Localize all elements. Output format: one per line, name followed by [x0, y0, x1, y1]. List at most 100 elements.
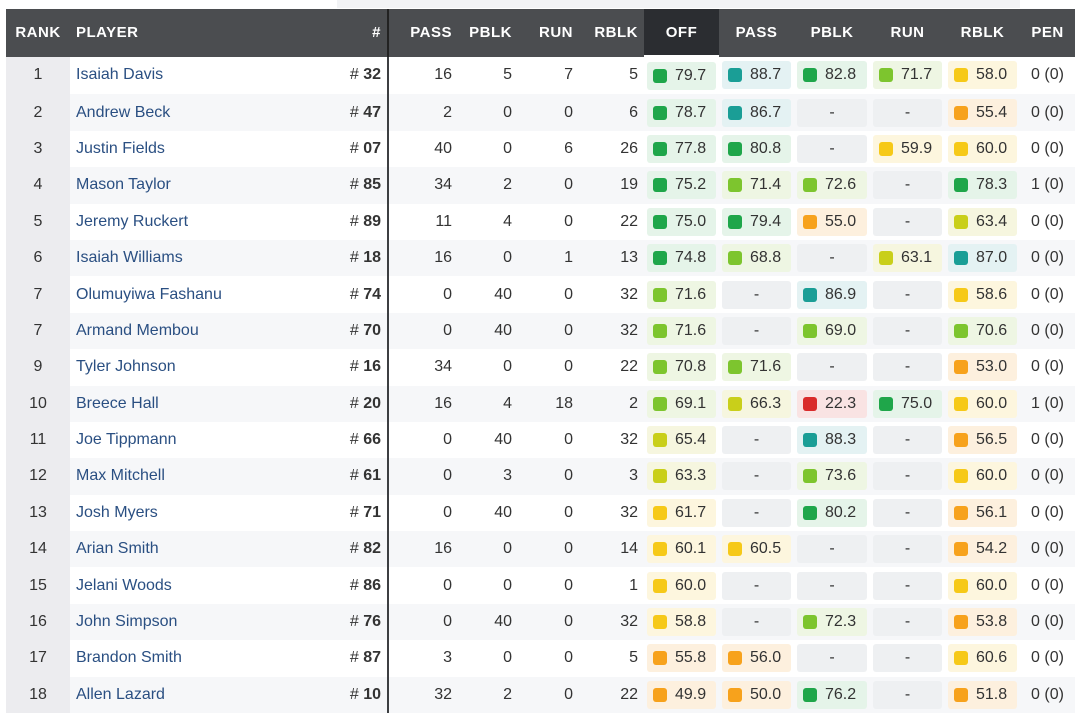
grade-value: 22.3 [825, 395, 861, 413]
rblk-grade-cell: 87.0 [945, 240, 1020, 276]
col-header-pass-snaps[interactable]: PASS [388, 9, 458, 57]
pass-grade-cell: - [719, 313, 794, 349]
grade-value: 56.1 [976, 504, 1011, 522]
hash-symbol: # [350, 140, 363, 157]
grade-chip: 71.4 [722, 171, 791, 199]
player-name-link[interactable]: Armand Membou [70, 313, 260, 349]
run-snaps-cell: 0 [518, 567, 579, 603]
off-grade-cell: 61.7 [644, 495, 719, 531]
player-name-link[interactable]: Tyler Johnson [70, 349, 260, 385]
run-snaps-cell: 0 [518, 677, 579, 713]
player-name-link[interactable]: Olumuyiwa Fashanu [70, 276, 260, 312]
col-header-run-grade[interactable]: RUN [870, 9, 945, 57]
hash-symbol: # [350, 467, 363, 484]
grade-value: 60.0 [976, 140, 1011, 158]
grade-chip: 56.0 [722, 644, 791, 672]
off-grade-cell: 58.8 [644, 604, 719, 640]
player-name-link[interactable]: Allen Lazard [70, 677, 260, 713]
grade-color-square-icon [954, 615, 968, 629]
rblk-snaps-cell: 14 [579, 531, 644, 567]
grade-chip: 75.0 [647, 208, 716, 236]
grade-color-square-icon [728, 106, 742, 120]
col-header-player[interactable]: PLAYER [70, 9, 260, 57]
grade-value: 71.6 [675, 286, 710, 304]
rank-cell: 15 [6, 567, 70, 603]
player-name-link[interactable]: Joe Tippmann [70, 422, 260, 458]
grade-chip: 69.1 [647, 390, 716, 418]
grade-chip: 65.4 [647, 426, 716, 454]
player-name-link[interactable]: Jeremy Ruckert [70, 204, 260, 240]
grade-value: 80.2 [825, 504, 861, 522]
run-grade-cell: - [870, 349, 945, 385]
jersey-number: # 85 [260, 167, 388, 203]
grade-empty: - [797, 644, 867, 672]
col-header-off-grade[interactable]: OFF [644, 9, 719, 57]
player-name-link[interactable]: Mason Taylor [70, 167, 260, 203]
grade-value: 79.4 [750, 213, 785, 231]
player-name-link[interactable]: Josh Myers [70, 495, 260, 531]
player-name-link[interactable]: Andrew Beck [70, 94, 260, 130]
player-name-link[interactable]: Isaiah Davis [70, 57, 260, 95]
jersey-number-value: 16 [363, 358, 381, 375]
pass-snaps-cell: 0 [388, 495, 458, 531]
pass-grade-cell: - [719, 495, 794, 531]
player-name-link[interactable]: Arian Smith [70, 531, 260, 567]
grade-value: 76.2 [825, 686, 861, 704]
col-header-rank[interactable]: RANK [6, 9, 70, 57]
pblk-snaps-cell: 0 [458, 349, 518, 385]
run-snaps-cell: 0 [518, 94, 579, 130]
col-header-rblk-snaps[interactable]: RBLK [579, 9, 644, 57]
rblk-snaps-cell: 32 [579, 495, 644, 531]
off-grade-cell: 63.3 [644, 458, 719, 494]
col-header-number[interactable]: # [260, 9, 388, 57]
grade-color-square-icon [653, 579, 667, 593]
rank-cell: 13 [6, 495, 70, 531]
rank-cell: 14 [6, 531, 70, 567]
grade-color-square-icon [653, 688, 667, 702]
rblk-snaps-cell: 5 [579, 640, 644, 676]
player-name-link[interactable]: Isaiah Williams [70, 240, 260, 276]
col-header-pass-grade[interactable]: PASS [719, 9, 794, 57]
col-header-rblk-grade[interactable]: RBLK [945, 9, 1020, 57]
col-header-run-snaps[interactable]: RUN [518, 9, 579, 57]
col-header-pblk-grade[interactable]: PBLK [794, 9, 870, 57]
grade-color-square-icon [879, 142, 893, 156]
rblk-snaps-cell: 32 [579, 604, 644, 640]
player-name-link[interactable]: Jelani Woods [70, 567, 260, 603]
rank-cell: 5 [6, 204, 70, 240]
grade-value: 77.8 [675, 140, 710, 158]
hash-symbol: # [350, 66, 363, 83]
player-name-link[interactable]: John Simpson [70, 604, 260, 640]
player-name-link[interactable]: Justin Fields [70, 131, 260, 167]
player-name-link[interactable]: Breece Hall [70, 386, 260, 422]
grade-chip: 76.2 [797, 681, 867, 709]
rblk-grade-cell: 70.6 [945, 313, 1020, 349]
player-name-link[interactable]: Brandon Smith [70, 640, 260, 676]
jersey-number: # 61 [260, 458, 388, 494]
player-name-link[interactable]: Max Mitchell [70, 458, 260, 494]
rblk-grade-cell: 60.0 [945, 131, 1020, 167]
off-grade-cell: 77.8 [644, 131, 719, 167]
grade-value: 72.3 [825, 613, 861, 631]
col-header-penalties[interactable]: PEN [1020, 9, 1075, 57]
col-header-pblk-snaps[interactable]: PBLK [458, 9, 518, 57]
